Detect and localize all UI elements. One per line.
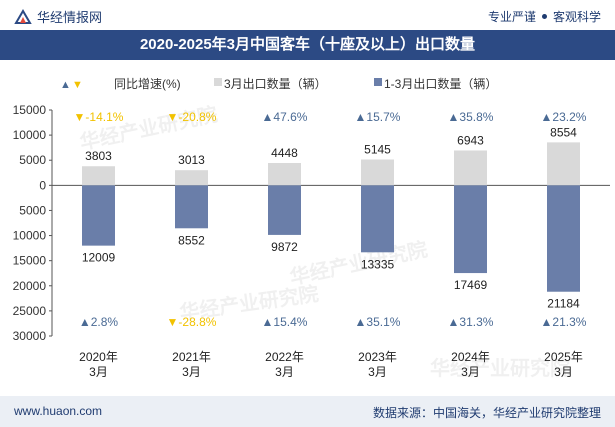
bar-cumulative [454, 185, 487, 274]
bar-march [547, 142, 580, 186]
growth-label-cumulative: ▲21.3% [541, 315, 587, 329]
brand-logo-icon [14, 8, 32, 24]
footer-source: 数据来源：中国海关，华经产业研究院整理 [372, 406, 601, 420]
growth-label-cumulative: ▲31.3% [448, 315, 494, 329]
data-label-cumulative: 9872 [271, 240, 298, 254]
bar-cumulative [82, 185, 115, 246]
data-label-march: 3013 [178, 153, 205, 167]
x-tick-label: 2022年 3月 [265, 350, 304, 379]
data-label-march: 8554 [550, 125, 577, 139]
tagline: 专业严谨 客观科学 [488, 8, 601, 25]
chart-title: 2020-2025年3月中国客车（十座及以上）出口数量 [0, 30, 615, 60]
y-tick-label: 15000 [13, 103, 47, 117]
data-label-cumulative: 13335 [361, 257, 395, 271]
x-tick-label-line: 2023年 [358, 350, 397, 364]
growth-label-march: ▲47.6% [262, 110, 308, 124]
y-tick-label: 15000 [13, 254, 47, 268]
bar-cumulative [547, 185, 580, 292]
watermark: 华经产业研究院 [430, 356, 570, 380]
data-label-march: 3803 [85, 149, 112, 163]
data-label-march: 6943 [457, 133, 484, 147]
data-label-march: 5145 [364, 142, 391, 156]
brand-name: 华经情报网 [37, 10, 103, 25]
tagline-right: 客观科学 [552, 10, 601, 24]
bar-march [82, 166, 115, 186]
footer: www.huaon.com 数据来源：中国海关，华经产业研究院整理 [0, 396, 615, 427]
y-tick-label: 20000 [13, 279, 47, 293]
bar-cumulative [175, 185, 208, 229]
legend-up-triangle-icon: ▲ [60, 79, 71, 91]
x-tick-label-line: 3月 [368, 365, 387, 379]
tagline-left: 专业严谨 [487, 10, 536, 24]
footer-site-link[interactable]: www.huaon.com [14, 404, 103, 418]
brand[interactable]: 华经情报网 [14, 7, 102, 26]
growth-label-march: ▲15.7% [355, 110, 401, 124]
y-tick-label: 5000 [19, 153, 46, 167]
x-tick-label: 2020年 3月 [79, 350, 118, 379]
bar-march [361, 159, 394, 186]
legend-label-growth: 同比增速(%) [114, 77, 181, 91]
x-tick-label: 2024年 3月 [451, 350, 490, 379]
bar-march [175, 170, 208, 186]
y-tick-label: 0 [39, 178, 46, 192]
watermark: 华经产业研究院 [288, 237, 430, 290]
data-label-cumulative: 17469 [454, 278, 488, 292]
growth-label-cumulative: ▲15.4% [262, 315, 308, 329]
growth-label-cumulative: ▼-28.8% [167, 315, 217, 329]
y-tick-label: 10000 [13, 229, 47, 243]
x-tick-label: 2025年 3月 [544, 350, 583, 379]
legend-swatch-cumulative [374, 78, 382, 86]
data-label-march: 4448 [271, 146, 298, 160]
bar-march [268, 162, 301, 186]
x-tick-label: 2021年 3月 [172, 350, 211, 379]
bar-cumulative [268, 185, 301, 235]
x-tick-label-line: 2022年 [265, 350, 304, 364]
growth-label-march: ▲23.2% [541, 110, 587, 124]
legend-label-march: 3月出口数量（辆） [224, 76, 327, 91]
x-tick-label-line: 3月 [182, 365, 201, 379]
x-tick-label-line: 2024年 [451, 350, 490, 364]
data-label-cumulative: 12009 [82, 251, 116, 265]
legend-down-triangle-icon: ▼ [72, 79, 83, 91]
x-tick-label-line: 3月 [461, 365, 480, 379]
x-tick-label-line: 2021年 [172, 350, 211, 364]
x-tick-label-line: 3月 [275, 365, 294, 379]
bar-cumulative [361, 185, 394, 253]
growth-label-cumulative: ▲2.8% [79, 315, 119, 329]
top-bar: 华经情报网 专业严谨 客观科学 [0, 0, 615, 30]
dot-icon [541, 14, 547, 20]
growth-label-cumulative: ▲35.1% [355, 315, 401, 329]
x-tick-label-line: 3月 [89, 365, 108, 379]
data-label-cumulative: 8552 [178, 233, 205, 247]
legend-swatch-march [214, 78, 222, 86]
growth-label-march: ▼-20.8% [167, 110, 217, 124]
growth-label-march: ▼-14.1% [74, 110, 124, 124]
x-tick-label: 2023年 3月 [358, 350, 397, 379]
legend-label-cumulative: 1-3月出口数量（辆） [384, 76, 497, 91]
x-tick-label-line: 2025年 [544, 350, 583, 364]
x-tick-label-line: 2020年 [79, 350, 118, 364]
data-label-cumulative: 21184 [547, 297, 580, 311]
y-tick-label: 30000 [13, 329, 47, 343]
y-tick-label: 25000 [13, 304, 47, 318]
bar-march [454, 150, 487, 186]
y-tick-label: 10000 [13, 128, 47, 142]
x-tick-label-line: 3月 [554, 365, 573, 379]
y-tick-label: 5000 [19, 203, 46, 217]
growth-label-march: ▲35.8% [448, 110, 494, 124]
